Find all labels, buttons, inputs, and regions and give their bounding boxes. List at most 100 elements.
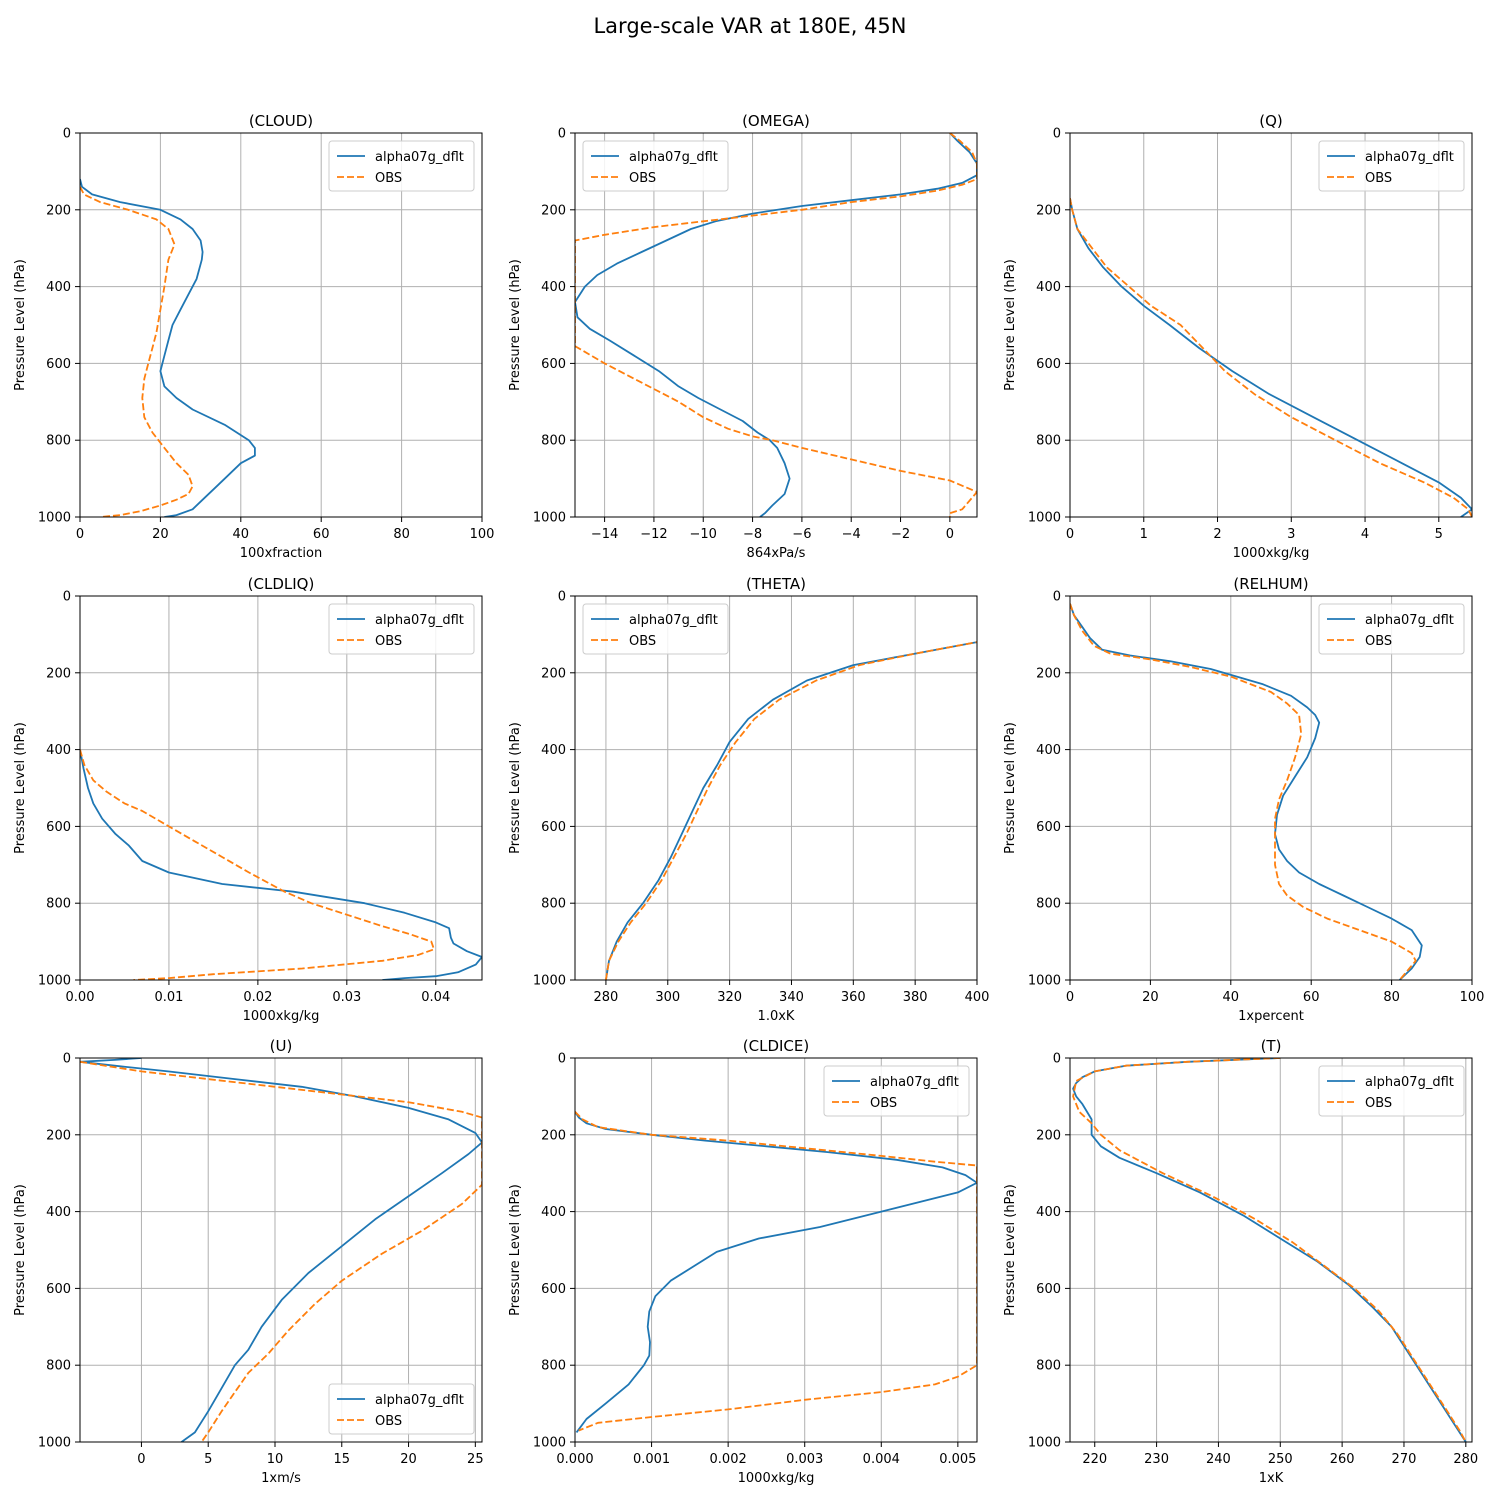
y-tick-label: 400: [46, 280, 71, 295]
y-tick-label: 0: [1053, 590, 1061, 605]
y-axis-label: Pressure Level (hPa): [508, 1184, 523, 1316]
y-tick-label: 0: [63, 590, 71, 605]
x-tick-label: 400: [965, 990, 990, 1005]
y-tick-label: 800: [46, 434, 71, 449]
subplot-t: 220 230 240 250 260 270 280 0 200 400 600 800 1000 (T…: [1003, 1037, 1478, 1486]
subplot-title: (T): [1261, 1037, 1282, 1055]
x-tick-label: 0.004: [863, 1452, 900, 1467]
axes-frame: [1069, 132, 1473, 518]
y-tick-label: 400: [541, 1205, 566, 1220]
subplot-title: (THETA): [746, 575, 806, 593]
y-tick-label: 800: [541, 1359, 566, 1374]
series-line-obs: [1072, 1058, 1467, 1442]
x-tick-label: 5: [204, 1452, 212, 1467]
subplot-omega: −14 −12 −10 −8 −6 −4 −2 0 0 200 400 600 800 1000 (OMEG…: [508, 112, 978, 561]
subplot-title: (Q): [1259, 112, 1283, 130]
series-line-model: [80, 1058, 482, 1442]
series-line-obs: [80, 1060, 482, 1442]
y-tick-label: 800: [541, 897, 566, 912]
x-tick-label: 0.03: [332, 990, 361, 1005]
x-tick-label: 80: [1383, 990, 1400, 1005]
y-tick-label: 600: [46, 820, 71, 835]
legend-label: alpha07g_dflt: [1365, 613, 1454, 628]
x-tick-label: −12: [640, 527, 667, 542]
x-tick-label: 340: [779, 990, 804, 1005]
x-tick-label: 280: [1453, 1452, 1478, 1467]
legend: alpha07g_dflt OBS: [823, 1065, 970, 1117]
series-line-model: [80, 749, 482, 980]
subplot-relhum: 0 20 40 60 80 10002004006008001000(RELHUM)1xp…: [1003, 575, 1484, 1024]
series-line-model: [605, 641, 977, 980]
y-tick-label: 600: [1036, 357, 1061, 372]
y-tick-label: 600: [46, 1282, 71, 1297]
axes-frame: [574, 132, 978, 518]
legend-box: [1318, 140, 1465, 192]
x-tick-label: −2: [891, 527, 910, 542]
series-line-obs: [80, 186, 194, 517]
y-tick-label: 800: [46, 1359, 71, 1374]
y-axis-label: Pressure Level (hPa): [13, 722, 28, 854]
y-tick-label: 800: [1036, 434, 1061, 449]
series-line-model: [80, 178, 256, 517]
x-tick-label: 230: [1144, 1452, 1169, 1467]
y-tick-label: 0: [63, 127, 71, 142]
x-axis-label: 1xpercent: [1238, 1009, 1304, 1024]
x-axis-label: 1000xkg/kg: [738, 1471, 815, 1486]
y-tick-label: 800: [1036, 1359, 1061, 1374]
series-line-obs: [575, 1111, 977, 1432]
subplot-title: (CLDICE): [743, 1037, 809, 1055]
legend-label: alpha07g_dflt: [1365, 150, 1454, 165]
y-tick-label: 1000: [38, 511, 71, 526]
y-axis-label: Pressure Level (hPa): [1003, 1184, 1018, 1316]
x-axis-label: 1.0xK: [758, 1009, 795, 1024]
x-tick-label: 60: [1303, 990, 1320, 1005]
legend-label: alpha07g_dflt: [629, 150, 718, 165]
x-tick-label: 0.001: [633, 1452, 670, 1467]
x-axis-label: 1xK: [1259, 1471, 1284, 1486]
subplot-title: (CLOUD): [249, 112, 313, 130]
legend: alpha07g_dflt OBS: [1318, 140, 1465, 192]
subplot-title: (U): [270, 1037, 293, 1055]
x-tick-label: 0: [946, 527, 954, 542]
y-tick-label: 600: [541, 1282, 566, 1297]
y-tick-label: 1000: [533, 974, 566, 989]
y-tick-label: 800: [541, 434, 566, 449]
series-line-model: [1070, 198, 1472, 517]
legend: alpha07g_dflt OBS: [582, 603, 729, 655]
legend-box: [823, 1065, 970, 1117]
x-tick-label: −8: [743, 527, 762, 542]
y-tick-label: 800: [46, 897, 71, 912]
x-tick-label: 4: [1361, 527, 1369, 542]
x-tick-label: 3: [1287, 527, 1295, 542]
legend: alpha07g_dflt OBS: [328, 140, 475, 192]
y-tick-label: 1000: [1028, 511, 1061, 526]
x-tick-label: 80: [393, 527, 410, 542]
x-tick-label: 60: [313, 527, 330, 542]
y-tick-label: 0: [1053, 127, 1061, 142]
y-tick-label: 1000: [1028, 974, 1061, 989]
x-tick-label: 20: [152, 527, 169, 542]
y-tick-label: 200: [46, 666, 71, 681]
series-line-obs: [1070, 603, 1417, 980]
y-axis-label: Pressure Level (hPa): [508, 722, 523, 854]
y-tick-label: 200: [1036, 203, 1061, 218]
y-tick-label: 1000: [533, 1436, 566, 1451]
legend-label: OBS: [629, 171, 656, 186]
legend-label: OBS: [1365, 171, 1392, 186]
legend-label: alpha07g_dflt: [1365, 1075, 1454, 1090]
x-tick-label: 0.003: [786, 1452, 823, 1467]
x-tick-label: 0: [1066, 990, 1074, 1005]
y-axis-label: Pressure Level (hPa): [1003, 259, 1018, 391]
subplot-title: (OMEGA): [742, 112, 810, 130]
x-axis-label: 1000xkg/kg: [1233, 546, 1310, 561]
axes-frame: [79, 595, 483, 981]
y-tick-label: 1000: [38, 1436, 71, 1451]
y-tick-label: 400: [46, 1205, 71, 1220]
legend-box: [328, 603, 475, 655]
x-tick-label: 0.005: [939, 1452, 976, 1467]
legend-box: [1318, 603, 1465, 655]
x-axis-label: 100xfraction: [240, 546, 322, 561]
x-tick-label: 100: [1460, 990, 1485, 1005]
legend-label: alpha07g_dflt: [375, 1393, 464, 1408]
